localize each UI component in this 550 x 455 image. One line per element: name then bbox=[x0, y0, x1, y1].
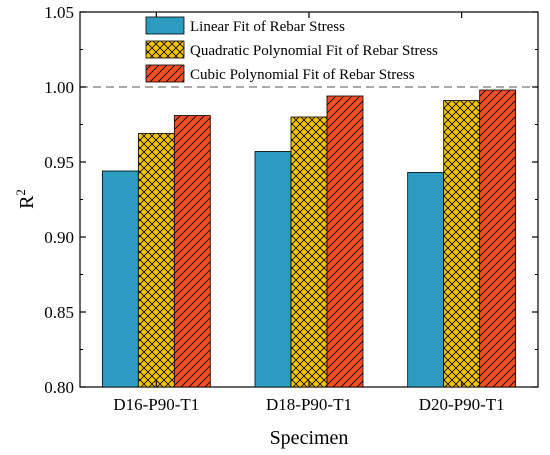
legend-label-2: Quadratic Polynomial Fit of Rebar Stress bbox=[190, 43, 438, 59]
x-tick-label: D16-P90-T1 bbox=[113, 395, 199, 414]
y-axis-label-superscript: 2 bbox=[13, 189, 28, 196]
y-tick-label: 1.00 bbox=[44, 78, 74, 97]
bar-2-d16-p90-t1 bbox=[137, 133, 175, 388]
x-axis-label: Specimen bbox=[270, 427, 349, 449]
x-tick-label: D18-P90-T1 bbox=[266, 395, 352, 414]
y-axis: 0.80 0.85 0.90 0.95 1.00 1.05 bbox=[44, 3, 538, 397]
bar-2-d18-p90-t1 bbox=[290, 116, 328, 388]
legend: Linear Fit of Rebar Stress Quadratic Poly… bbox=[145, 16, 438, 83]
bar-2-d20-p90-t1 bbox=[443, 100, 481, 388]
x-axis: D16-P90-T1 D18-P90-T1 D20-P90-T1 bbox=[113, 12, 505, 414]
y-axis-label: R2 bbox=[13, 189, 38, 209]
legend-label-1: Linear Fit of Rebar Stress bbox=[190, 19, 345, 35]
legend-swatch-1 bbox=[145, 16, 185, 35]
y-tick-label: 0.95 bbox=[44, 153, 74, 172]
y-axis-label-base: R bbox=[16, 195, 38, 209]
y-tick-label: 0.85 bbox=[44, 303, 74, 322]
bar-1-d18-p90-t1 bbox=[254, 151, 292, 388]
bar-1-d20-p90-t1 bbox=[407, 172, 445, 388]
legend-label-3: Cubic Polynomial Fit of Rebar Stress bbox=[190, 67, 415, 83]
bar-3-d20-p90-t1 bbox=[479, 89, 517, 388]
bar-1-d16-p90-t1 bbox=[101, 170, 139, 388]
y-tick-label: 0.90 bbox=[44, 228, 74, 247]
bar-3-d18-p90-t1 bbox=[326, 95, 364, 388]
x-tick-label: D20-P90-T1 bbox=[419, 395, 505, 414]
bar-3-d16-p90-t1 bbox=[173, 115, 211, 388]
legend-swatch-2 bbox=[145, 40, 185, 59]
y-tick-label: 0.80 bbox=[44, 378, 74, 397]
legend-swatch-3 bbox=[145, 64, 185, 83]
y-tick-label: 1.05 bbox=[44, 3, 74, 22]
bars-group bbox=[101, 89, 517, 388]
